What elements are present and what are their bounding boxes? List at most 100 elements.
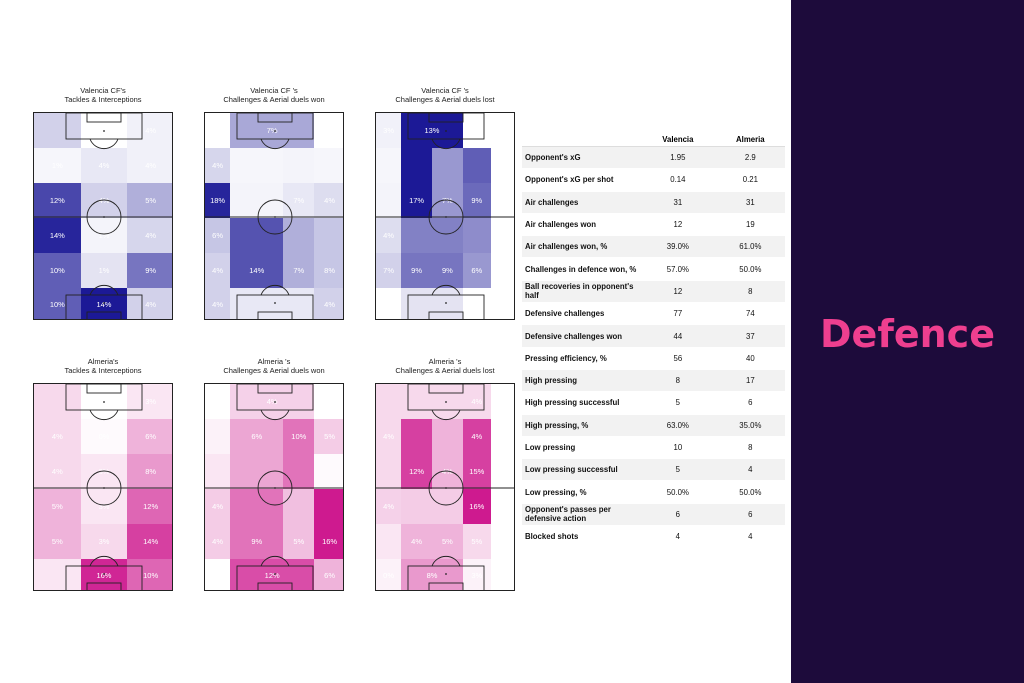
heatmap-cell (230, 454, 284, 489)
heatmap-cell: 5% (127, 183, 172, 218)
heatmap-cell: 5% (462, 524, 491, 559)
stats-row: Defensive challenges 77 74 (522, 302, 785, 326)
heatmap-cell: 7% (376, 253, 402, 288)
heatmap-cell (462, 113, 491, 148)
stats-value: 12 (640, 213, 716, 237)
stats-label: Ball recoveries in opponent's half (522, 280, 640, 304)
stats-value: 4 (715, 525, 785, 549)
stats-row: Blocked shots 4 4 (522, 525, 785, 549)
heatmap-cell (283, 454, 315, 489)
heatmap-cell (401, 489, 432, 524)
heatmap-cell: 9% (401, 253, 432, 288)
heatmap-cell (205, 454, 231, 489)
heatmap-title-line: Challenges & Aerial duels won (223, 366, 325, 375)
stats-label: Air challenges (522, 191, 640, 214)
stats-label: Blocked shots (522, 525, 640, 549)
heatmap-cell: 6% (205, 218, 231, 253)
heatmap-cell: 8% (127, 454, 172, 489)
stats-row: High pressing 8 17 (522, 369, 785, 393)
heatmap-cell: 9% (230, 524, 284, 559)
heatmap-cell (376, 524, 402, 559)
heatmap-cell: 10% (283, 419, 315, 454)
heatmap-cell: 4% (314, 183, 343, 218)
heatmap-cell: 15% (462, 454, 491, 489)
stats-header-cell: Almeria (715, 132, 785, 147)
stats-value: 8 (640, 369, 716, 393)
stats-row: High pressing, % 63.0% 35.0% (522, 414, 785, 437)
heatmap-cell: 7% (283, 253, 315, 288)
heatmap-title: Valencia CF's Tackles & Interceptions (13, 86, 193, 104)
heatmap-cell: 5% (283, 524, 315, 559)
stats-row: High pressing successful 5 6 (522, 391, 785, 415)
heatmap-cell: 4% (314, 288, 343, 319)
stats-label: Challenges in defence won, % (522, 257, 640, 281)
heatmap-cell (432, 419, 463, 454)
heatmap-cell (314, 454, 343, 489)
heatmap-cell: 9% (432, 253, 463, 288)
stats-label: Low pressing, % (522, 480, 640, 504)
heatmap-cell (462, 148, 491, 183)
heatmap-cell: 0% (80, 419, 128, 454)
heatmap-cell: 4% (432, 454, 463, 489)
stats-value: 63.0% (640, 414, 716, 437)
stats-row: Low pressing 10 8 (522, 436, 785, 460)
heatmap-cell (401, 384, 463, 419)
heatmap-cell (80, 384, 128, 419)
pitch-heatmap: 4% 4% 4% 12% 4% 15% 4% 16% 4% 5% 5% 0% 8% 3% (375, 383, 515, 591)
heatmap-title: Almeria 's Challenges & Aerial duels lost (355, 357, 535, 375)
heatmap-cell (401, 218, 432, 253)
heatmap-cell: 3% (80, 489, 128, 524)
heatmap-cell: 1% (80, 253, 128, 288)
heatmap-cell: 0% (462, 288, 491, 319)
heatmap-cell: 13% (401, 113, 463, 148)
stats-label: Low pressing (522, 436, 640, 460)
stats-value: 50.0% (715, 257, 785, 281)
stats-table: Valencia Almeria Opponent's xG 1.95 2.9 Oppon… (522, 132, 785, 549)
heatmap-cell (205, 419, 231, 454)
heatmap-cell: 12% (401, 454, 432, 489)
heatmap-cell: 4% (127, 113, 172, 148)
main-content: Valencia CF's Tackles & Interceptions 8% 4%… (13, 86, 785, 591)
heatmap-cell: 4% (205, 524, 231, 559)
heatmap-cell: 6% (230, 419, 284, 454)
heatmap-cell (34, 559, 81, 590)
heatmap-cell (314, 218, 343, 253)
heatmap-cell: 7% (283, 183, 315, 218)
stats-value: 10 (640, 436, 716, 460)
stats-row: Air challenges won 12 19 (522, 213, 785, 237)
stats-header-row: Valencia Almeria (522, 132, 785, 147)
stats-label: Defensive challenges won (522, 324, 640, 348)
stats-row: Defensive challenges won 44 37 (522, 324, 785, 348)
stats-value: 6 (640, 503, 716, 527)
heatmap-cell: 8% (314, 253, 343, 288)
heatmap-title-line: Almeria 's (257, 357, 291, 366)
heatmap-cell: 3% (462, 559, 491, 590)
stats-row: Opponent's passes per defensive action 6 6 (522, 503, 785, 527)
stats-label: Air challenges won (522, 213, 640, 237)
heatmap-cell: 5% (34, 489, 81, 524)
stats-value: 19 (715, 213, 785, 237)
stats-value: 4 (640, 525, 716, 549)
heatmap-cell: 16% (314, 524, 343, 559)
heatmap-cell: 16% (462, 489, 491, 524)
stats-value: 77 (640, 302, 716, 326)
heatmap-cell: 12% (34, 183, 81, 218)
heatmap-cell: 4% (376, 489, 402, 524)
heatmap-cell (230, 489, 284, 524)
heatmap-cell: 4% (127, 218, 172, 253)
stats-value: 0.21 (715, 168, 785, 192)
heatmap-cell: 5% (432, 524, 463, 559)
pitch-heatmap: 3% 4% 0% 6% 4% 3% 8% 5% 3% 12% 5% 3% 14% 16% 10% (33, 383, 173, 591)
heatmap-cell (432, 148, 463, 183)
stats-row: Opponent's xG 1.95 2.9 (522, 146, 785, 170)
heatmap-cell: 14% (34, 218, 81, 253)
heatmap-cell: 7% (432, 183, 463, 218)
heatmap-cell: 1% (34, 148, 81, 183)
heatmap-cell: 4% (205, 489, 231, 524)
heatmap-cell: 4% (127, 288, 172, 319)
heatmap-cell: 4% (376, 218, 402, 253)
heatmap-cell: 4% (80, 183, 128, 218)
stats-row: Low pressing successful 5 4 (522, 458, 785, 482)
heatmap-cell: 7% (230, 113, 315, 148)
heatmap-title-line: Almeria 's (428, 357, 462, 366)
